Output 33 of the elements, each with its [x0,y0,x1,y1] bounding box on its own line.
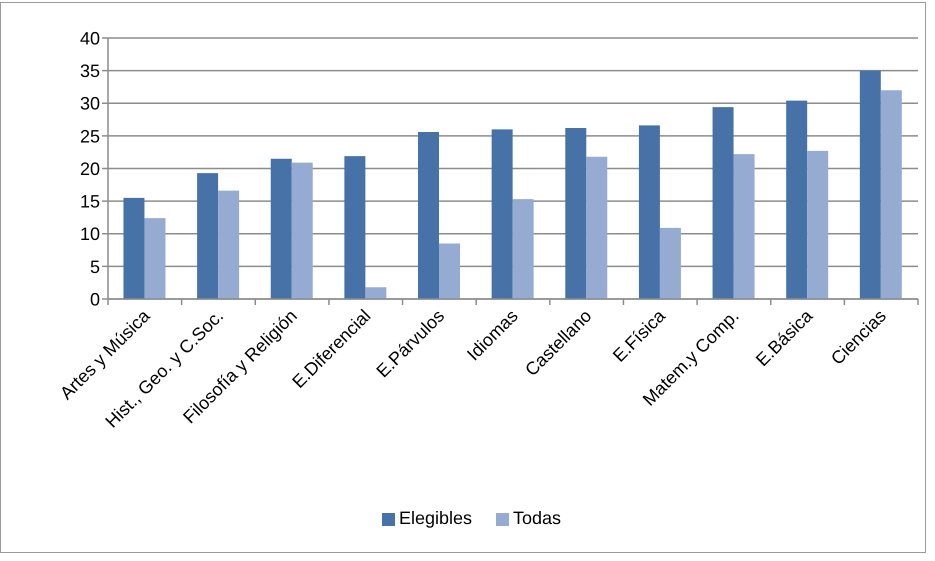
bar [660,228,681,299]
y-tick-label: 25 [80,126,100,146]
bar [786,100,808,299]
y-tick-label: 5 [90,256,100,277]
bar [270,158,292,299]
bar [197,173,218,299]
bar [734,154,755,299]
bar [492,129,513,299]
bar [218,190,240,299]
bar [638,125,660,299]
bar [418,132,440,299]
bar [292,162,313,299]
bar [565,128,586,299]
bar [144,218,166,299]
y-tick-label: 0 [90,289,100,310]
bar [344,156,366,299]
y-tick-label: 35 [80,61,100,82]
bar [712,107,734,299]
y-tick-label: 20 [80,158,100,179]
bar [439,244,460,299]
y-tick-label: 40 [80,28,100,48]
bar [586,156,608,299]
legend-label: Todas [513,508,562,528]
y-tick-label: 10 [80,224,100,244]
y-tick-label: 30 [80,94,100,114]
bar [512,199,534,299]
bar [880,90,902,299]
legend-label: Elegibles [398,508,472,528]
bar [860,70,881,299]
y-tick-label: 15 [80,192,100,212]
bar [365,287,386,299]
bar [123,198,144,299]
bar [807,150,828,299]
